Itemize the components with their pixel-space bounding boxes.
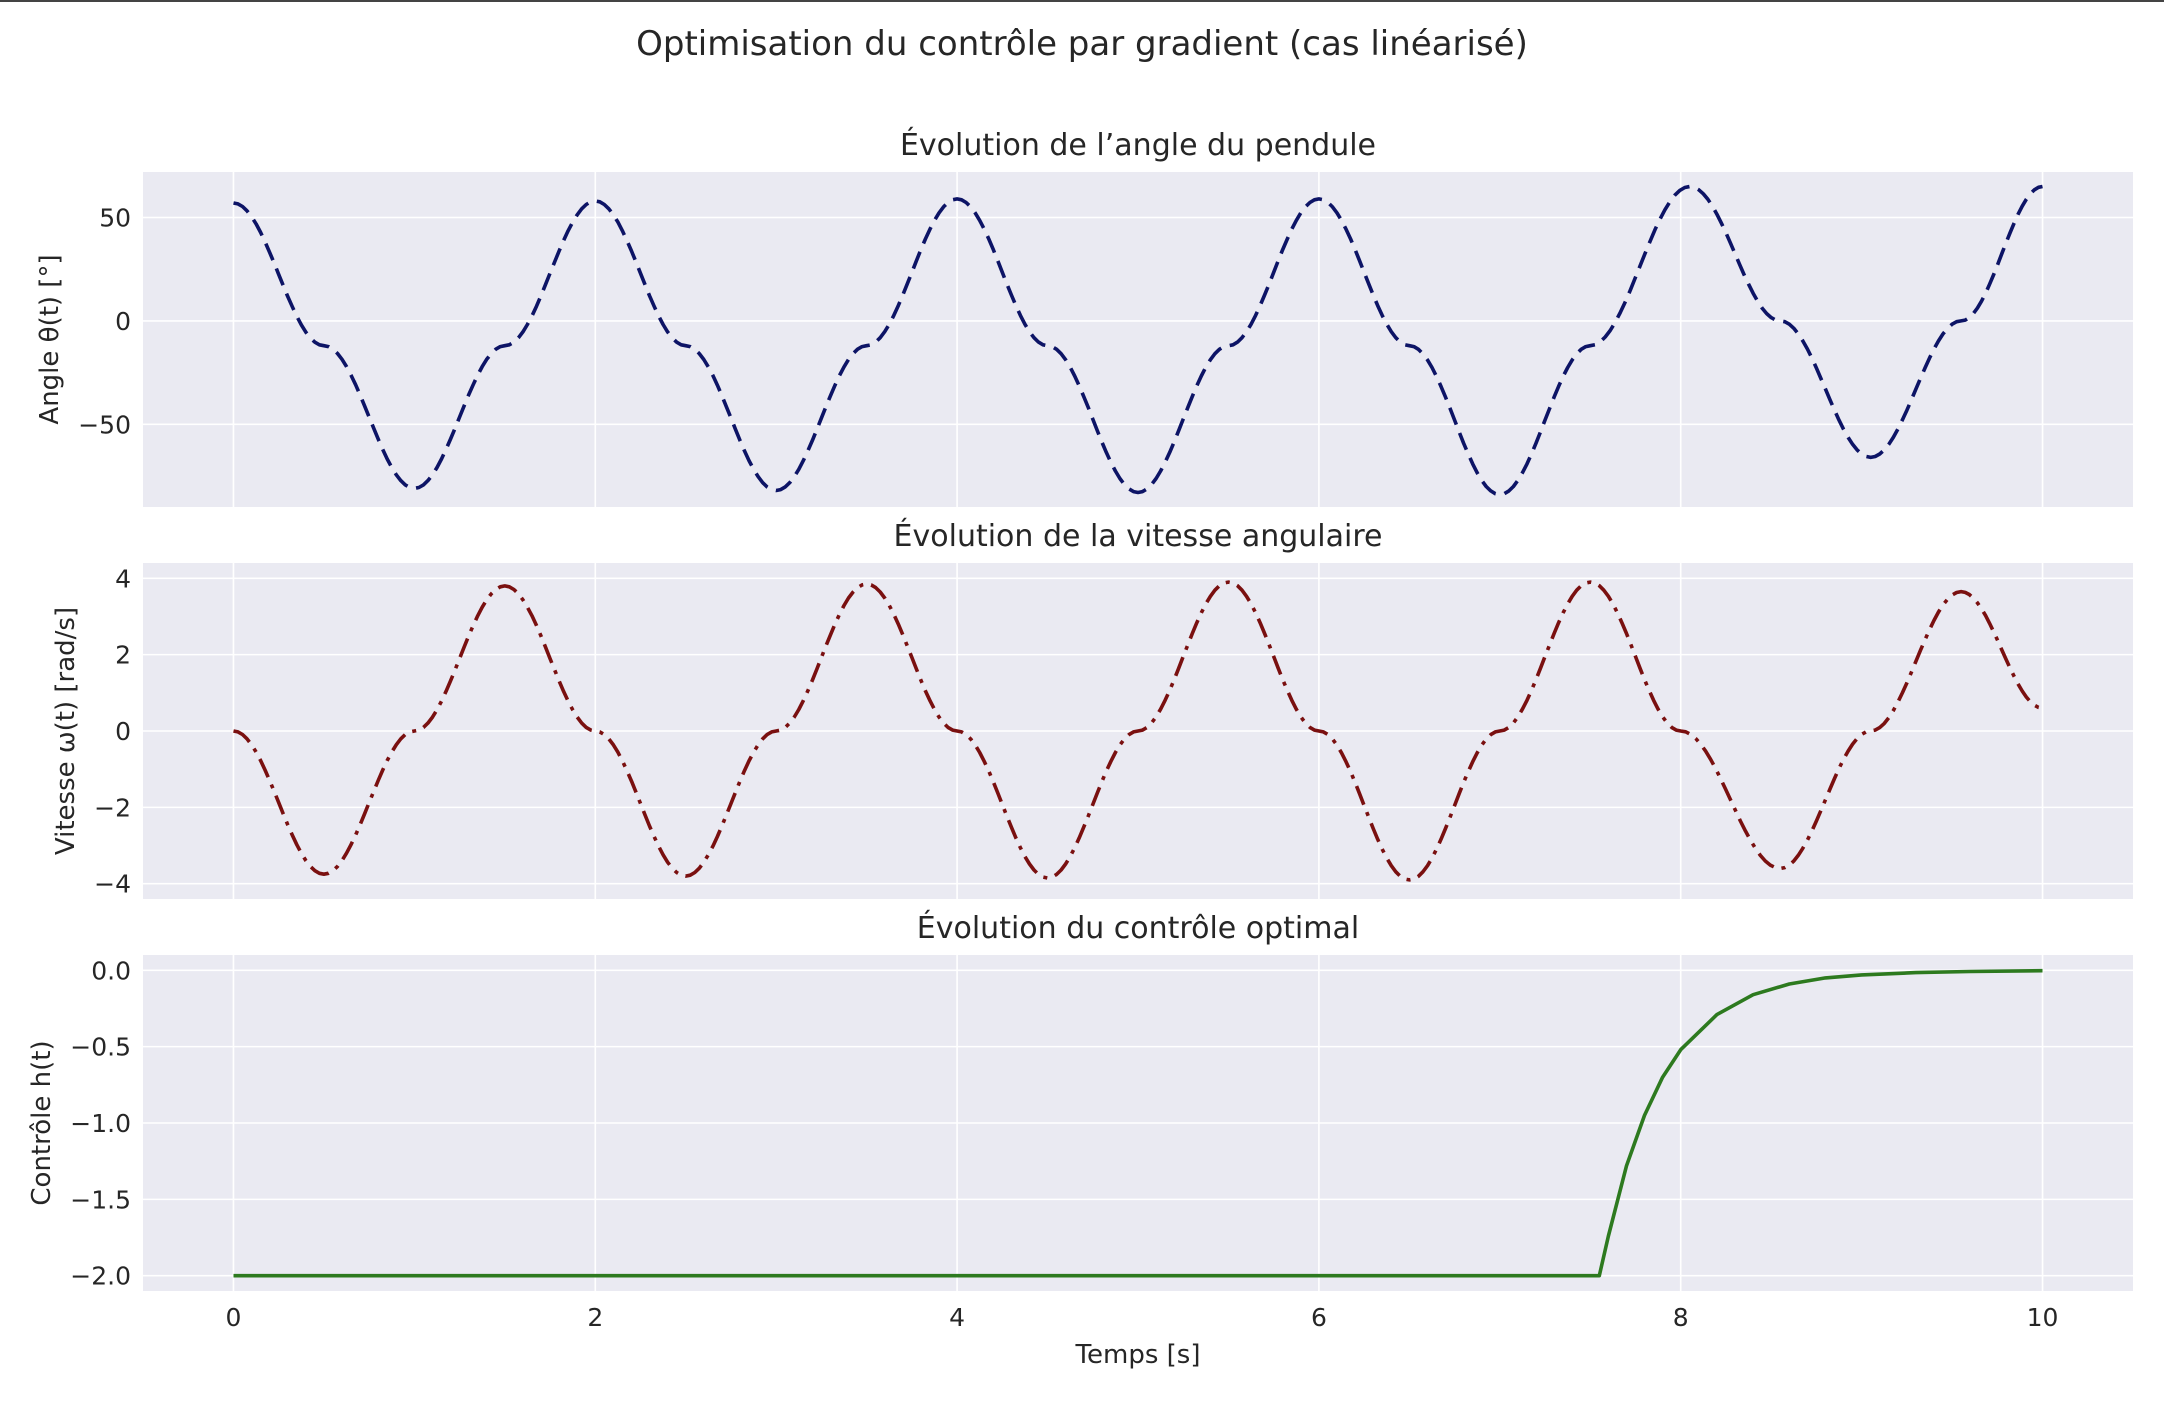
figure-title: Optimisation du contrôle par gradient (c… [636, 24, 1528, 64]
control-ytick-label: −1.0 [70, 1109, 131, 1138]
control-series-line-0 [233, 968, 2043, 1278]
velocity-panel: 4 2 0 −2 −4 Évolution de la vitesse angulaire… [51, 518, 2133, 899]
control-xtick-label: 0 [226, 1303, 242, 1332]
angle-title: Évolution de l’angle du pendule [900, 127, 1376, 163]
velocity-ytick-label: 0 [115, 717, 131, 746]
control-ytick-label: −1.5 [70, 1185, 131, 1214]
control-xtick-label: 6 [1311, 1303, 1327, 1332]
angle-plot-area [143, 172, 2133, 507]
velocity-ytick-label: 2 [115, 641, 131, 670]
control-xtick-label: 10 [2027, 1303, 2059, 1332]
velocity-title: Évolution de la vitesse angulaire [894, 518, 1383, 554]
velocity-series-line-0 [233, 580, 2043, 882]
angle-ytick-label: 50 [99, 203, 131, 232]
velocity-ytick-label: −4 [94, 870, 131, 899]
angle-panel: 50 0 −50 Évolution de l’angle du pendule Ang… [35, 127, 2133, 507]
angle-ytick-label: 0 [115, 307, 131, 336]
control-xtick-label: 4 [949, 1303, 965, 1332]
control-ylabel: Contrôle h(t) [27, 1040, 57, 1205]
angle-ytick-label: −50 [78, 410, 131, 439]
control-title: Évolution du contrôle optimal [917, 910, 1359, 946]
velocity-ylabel: Vitesse ω(t) [rad/s] [51, 607, 81, 855]
control-ytick-label: 0.0 [91, 956, 131, 985]
control-xtick-label: 2 [587, 1303, 603, 1332]
velocity-ytick-label: −2 [94, 793, 131, 822]
control-ytick-label: −0.5 [70, 1033, 131, 1062]
velocity-ytick-label: 4 [115, 564, 131, 593]
control-xtick-label: 8 [1673, 1303, 1689, 1332]
top-border [0, 0, 2164, 2]
control-xlabel: Temps [s] [1075, 1340, 1201, 1370]
control-ytick-label: −2.0 [70, 1262, 131, 1291]
angle-series-line-0 [233, 184, 2043, 497]
angle-ylabel: Angle θ(t) [°] [35, 254, 65, 424]
control-panel: 0.0 −0.5 −1.0 −1.5 −2.0 0 2 4 6 8 10 Évolution du c… [27, 910, 2133, 1370]
